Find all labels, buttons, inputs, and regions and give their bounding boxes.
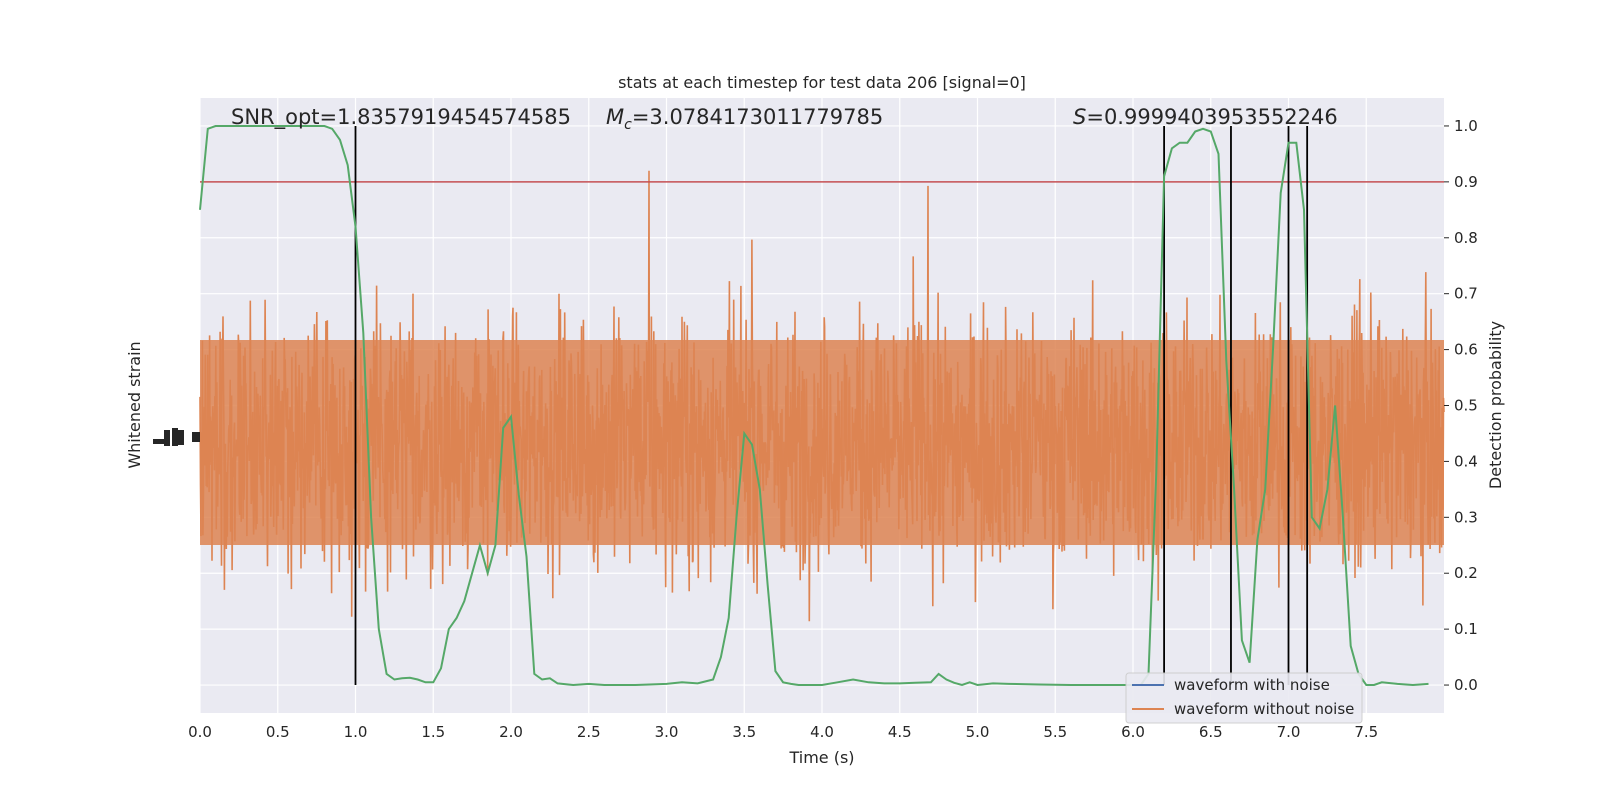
legend: waveform with noise waveform without noi… (1125, 672, 1363, 724)
chirp-mass-annotation: Mc=3.0784173011779785 (606, 105, 883, 133)
x-tick-label: 0.0 (188, 723, 212, 741)
detection-probability-series (199, 125, 1429, 687)
y-tick-label: 0.5 (1454, 397, 1478, 415)
x-tick-label: 1.5 (421, 723, 445, 741)
y-tick-label: 0.6 (1454, 341, 1478, 359)
x-tick-label: 2.5 (577, 723, 601, 741)
snr-annotation: SNR_opt=1.8357919454574585 (231, 105, 571, 130)
waveform-dense-band (200, 340, 1444, 545)
x-axis-label: Time (s) (788, 748, 854, 767)
x-tick-label: 5.0 (966, 723, 990, 741)
y-tick-label: 1.0 (1454, 117, 1478, 135)
x-tick-label: 6.0 (1121, 723, 1145, 741)
y-tick-label: 0.9 (1454, 173, 1478, 191)
waveform-without-noise-series (199, 170, 1445, 622)
x-tick-label: 0.5 (266, 723, 290, 741)
right-axis-label: Detection probability (1486, 321, 1505, 489)
left-axis-label: Whitened strain (125, 341, 144, 468)
y-tick-label: 0.4 (1454, 452, 1478, 470)
y-tick-label: 0.1 (1454, 620, 1478, 638)
y-tick-label: 0.8 (1454, 229, 1478, 247)
x-tick-label: 4.0 (810, 723, 834, 741)
right-axis-ticks: 0.0 0.1 0.2 0.3 0.4 0.5 0.6 0.7 0.8 0.9 1.0 (1444, 117, 1478, 694)
x-tick-label: 3.5 (732, 723, 756, 741)
x-tick-label: 3.0 (655, 723, 679, 741)
y-tick-label: 0.3 (1454, 508, 1478, 526)
y-tick-label: 0.7 (1454, 285, 1478, 303)
y-tick-label: 0.2 (1454, 564, 1478, 582)
x-tick-label: 1.0 (344, 723, 368, 741)
x-tick-label: 5.5 (1043, 723, 1067, 741)
detection-probability-line (199, 125, 1429, 687)
x-tick-label: 6.5 (1199, 723, 1223, 741)
x-tick-label: 4.5 (888, 723, 912, 741)
x-tick-label: 7.5 (1354, 723, 1378, 741)
left-axis-tick-cluster (153, 428, 200, 446)
x-tick-label: 7.0 (1277, 723, 1301, 741)
y-tick-label: 0.0 (1454, 676, 1478, 694)
x-tick-label: 2.0 (499, 723, 523, 741)
chart-title: stats at each timestep for test data 206… (618, 73, 1026, 92)
detection-markers (354, 125, 1309, 686)
x-axis-ticks: 0.0 0.5 1.0 1.5 2.0 2.5 3.0 3.5 4.0 4.5 5.0 5.5 6.0 6… (188, 723, 1378, 741)
legend-label-with-noise: waveform with noise (1174, 676, 1330, 694)
legend-box (1125, 672, 1363, 724)
legend-label-without-noise: waveform without noise (1174, 700, 1354, 718)
score-annotation: S=0.9999403953552246 (1073, 105, 1338, 129)
